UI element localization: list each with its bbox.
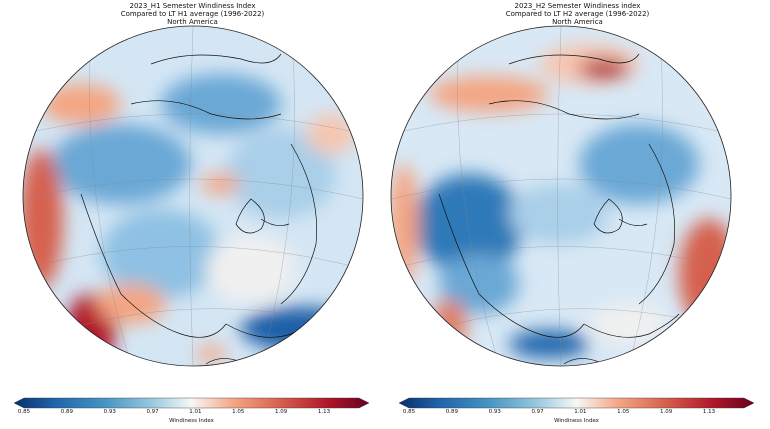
colorbar-gradient [13, 397, 370, 409]
graticule [23, 26, 363, 366]
colorbar-tick-label: 0.85 [402, 409, 416, 415]
colorbar-tick-label: 0.89 [60, 409, 73, 415]
colorbar-label: Windiness Index [554, 418, 599, 424]
colorbar-h1: 0.85 0.89 0.93 0.97 1.01 1.05 1.09 1.13 Windine… [13, 395, 370, 424]
colorbar-tick-label: 0.97 [531, 409, 544, 415]
coastlines [438, 53, 680, 365]
colorbar-tick-label: 0.93 [488, 409, 501, 415]
globe-outline [390, 25, 732, 367]
map-panel-h1: 2023_H1 Semester Windiness Index Compare… [0, 2, 385, 424]
map-title: 2023_H2 Semester Windiness index [514, 2, 641, 10]
colorbar-tick-label: 1.13 [317, 409, 331, 415]
colorbar-tick-label: 0.97 [146, 409, 159, 415]
colorbar-gradient [398, 397, 755, 409]
map-title: 2023_H1 Semester Windiness Index [129, 2, 256, 10]
colorbar-tick-label: 1.09 [660, 409, 673, 415]
map-region: North America [552, 18, 603, 26]
colorbar-tick-label: 1.01 [574, 409, 587, 415]
map-panel-h2: 2023_H2 Semester Windiness index Compare… [385, 0, 770, 429]
colorbar-h2: 0.85 0.89 0.93 0.97 1.01 1.05 1.09 1.13 Windine… [398, 395, 755, 424]
colorbar-tick-label: 0.93 [103, 409, 116, 415]
globe-map-h1 [22, 25, 364, 367]
map-title-block: 2023_H2 Semester Windiness index Compare… [385, 2, 770, 26]
colorbar-tick-label: 1.05 [232, 409, 245, 415]
colorbar-tick-label: 1.05 [617, 409, 630, 415]
graticule [391, 26, 731, 366]
colorbar-tick-label: 1.13 [702, 409, 716, 415]
colorbar-tick-label: 1.09 [275, 409, 288, 415]
globe-map-h2 [390, 25, 732, 367]
coastlines [80, 53, 322, 365]
colorbar-label: Windiness Index [169, 418, 214, 424]
colorbar-tick-label: 1.01 [189, 409, 202, 415]
colorbar-tick-label: 0.89 [445, 409, 458, 415]
map-region: North America [167, 18, 218, 26]
map-subtitle: Compared to LT H1 average (1996-2022) [120, 10, 265, 18]
globe-outline [22, 25, 364, 367]
colorbar-tick-label: 0.85 [17, 409, 31, 415]
map-title-block: 2023_H1 Semester Windiness Index Compare… [0, 2, 385, 26]
map-subtitle: Compared to LT H2 average (1996-2022) [505, 10, 650, 18]
